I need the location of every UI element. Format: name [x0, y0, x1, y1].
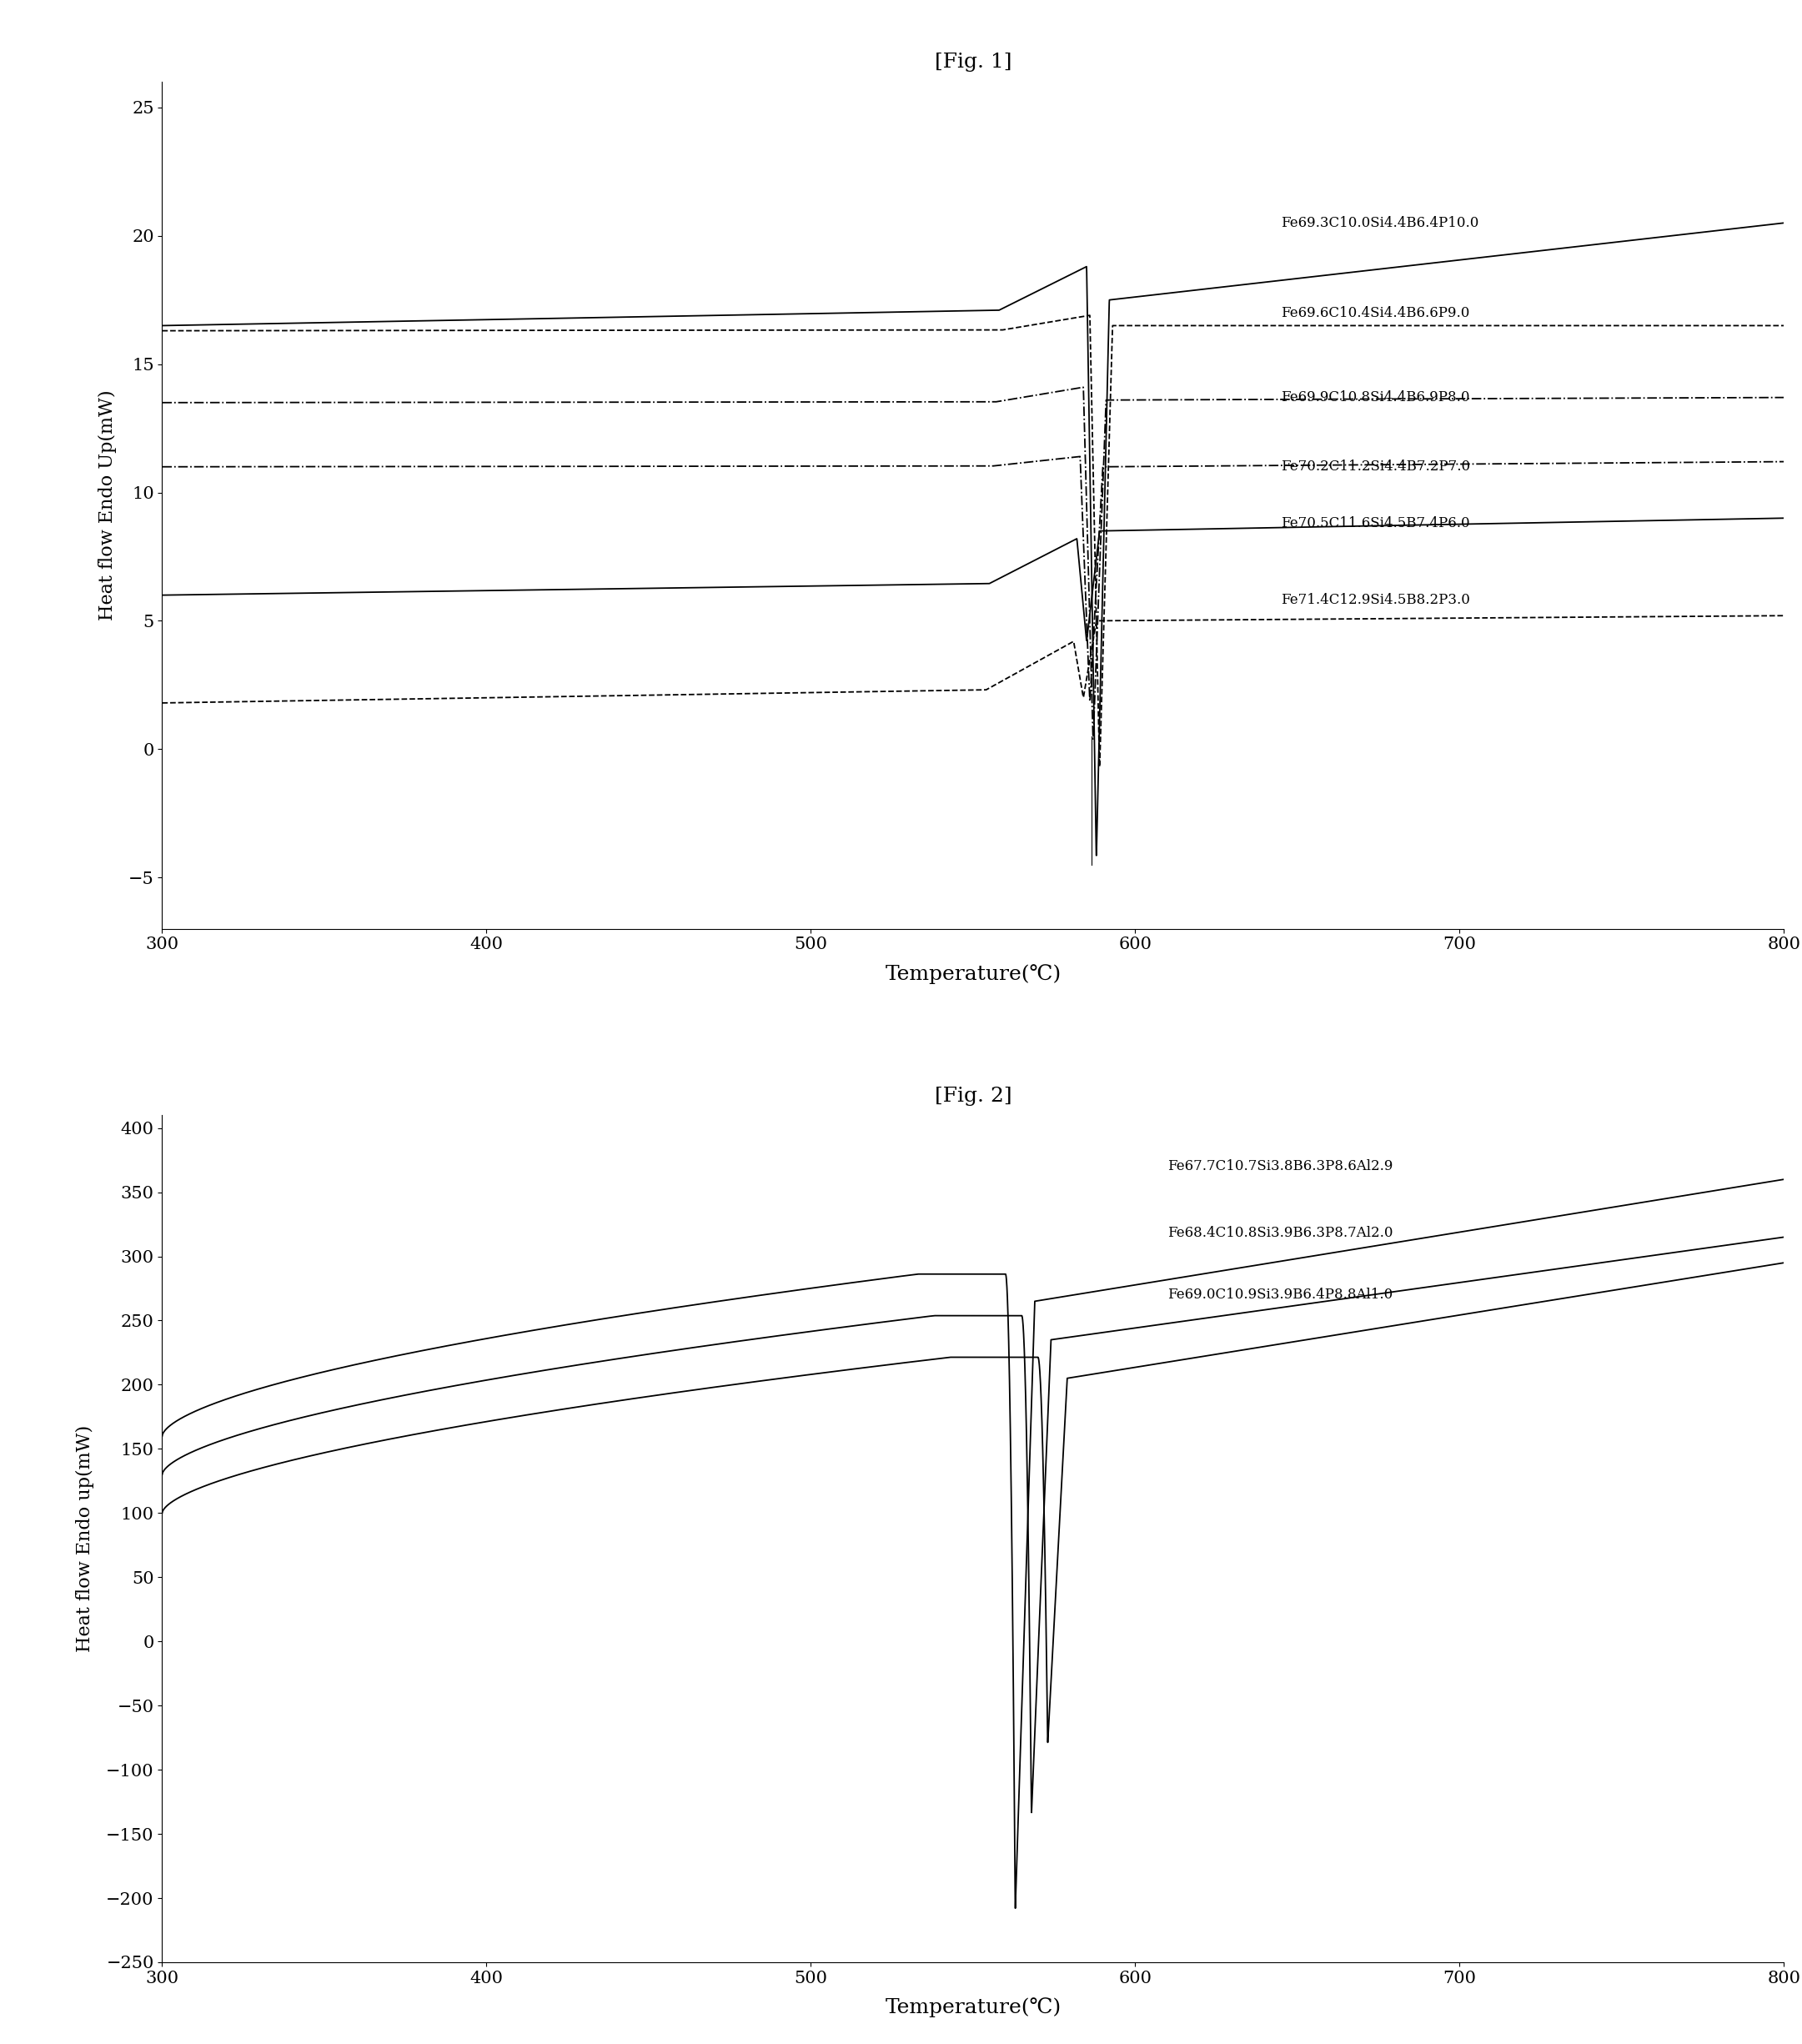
Y-axis label: Heat flow Endo up(mW): Heat flow Endo up(mW) [76, 1425, 94, 1652]
Text: Fe69.9C10.8Si4.4B6.9P8.0: Fe69.9C10.8Si4.4B6.9P8.0 [1281, 390, 1470, 405]
Y-axis label: Heat flow Endo Up(mW): Heat flow Endo Up(mW) [99, 390, 117, 621]
Text: Fe69.6C10.4Si4.4B6.6P9.0: Fe69.6C10.4Si4.4B6.6P9.0 [1281, 307, 1470, 319]
Text: Fe70.5C11.6Si4.5B7.4P6.0: Fe70.5C11.6Si4.5B7.4P6.0 [1281, 517, 1470, 529]
Title: [Fig. 1]: [Fig. 1] [935, 53, 1011, 72]
Text: Fe68.4C10.8Si3.9B6.3P8.7Al2.0: Fe68.4C10.8Si3.9B6.3P8.7Al2.0 [1168, 1226, 1393, 1241]
X-axis label: Temperature(℃): Temperature(℃) [885, 965, 1061, 985]
Title: [Fig. 2]: [Fig. 2] [935, 1085, 1011, 1106]
X-axis label: Temperature(℃): Temperature(℃) [885, 1997, 1061, 2017]
Text: Fe67.7C10.7Si3.8B6.3P8.6Al2.9: Fe67.7C10.7Si3.8B6.3P8.6Al2.9 [1168, 1159, 1393, 1173]
Text: Fe71.4C12.9Si4.5B8.2P3.0: Fe71.4C12.9Si4.5B8.2P3.0 [1281, 593, 1470, 607]
Text: Fe69.0C10.9Si3.9B6.4P8.8Al1.0: Fe69.0C10.9Si3.9B6.4P8.8Al1.0 [1168, 1288, 1393, 1302]
Text: Fe70.2C11.2Si4.4B7.2P7.0: Fe70.2C11.2Si4.4B7.2P7.0 [1281, 460, 1470, 474]
Text: Fe69.3C10.0Si4.4B6.4P10.0: Fe69.3C10.0Si4.4B6.4P10.0 [1281, 217, 1479, 231]
